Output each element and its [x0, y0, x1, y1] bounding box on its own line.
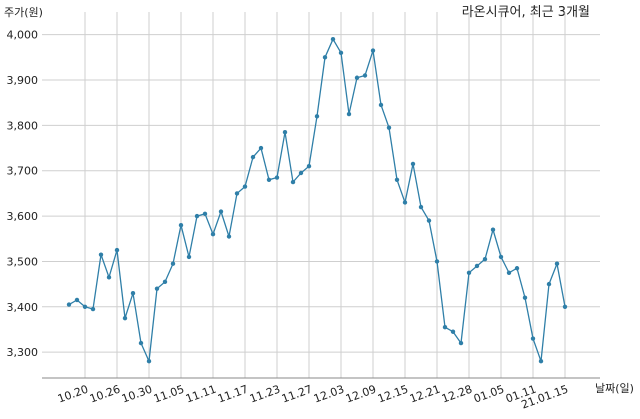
point: [346, 111, 352, 117]
point: [378, 102, 384, 108]
point: [458, 340, 464, 346]
x-axis-label: 날짜(일): [595, 381, 634, 395]
x-tick-label: 01.05: [472, 383, 506, 406]
point: [146, 359, 152, 364]
point: [282, 129, 288, 135]
x-tick-label: 11.23: [248, 383, 282, 406]
point: [154, 286, 160, 291]
y-tick-label: 3,900: [7, 74, 39, 87]
point: [106, 275, 112, 280]
x-tick-label: 12.03: [312, 383, 346, 406]
point: [274, 175, 280, 180]
point: [442, 325, 448, 330]
x-tick-label: 10.26: [88, 383, 122, 406]
point: [82, 304, 88, 309]
x-tick-label: 10.20: [56, 383, 90, 406]
point: [290, 179, 296, 185]
point: [210, 232, 216, 237]
point: [474, 263, 480, 269]
point: [450, 329, 456, 334]
point: [170, 261, 176, 266]
y-tick-label: 4,000: [7, 29, 39, 42]
point: [370, 48, 376, 53]
point: [394, 177, 400, 183]
point: [410, 161, 416, 167]
y-tick-label: 3,300: [7, 346, 39, 359]
line: [68, 37, 566, 364]
point: [250, 154, 256, 160]
x-tick-label: 10.30: [120, 383, 154, 406]
point: [434, 259, 440, 264]
point: [226, 234, 232, 239]
point: [98, 252, 104, 257]
point: [338, 50, 344, 56]
x-tick-label: 11.11: [184, 383, 218, 406]
point: [530, 336, 536, 341]
x-tick-label: 11.05: [152, 383, 186, 406]
point: [258, 145, 264, 151]
point: [402, 200, 408, 205]
point: [218, 209, 224, 214]
point: [242, 184, 248, 189]
point: [234, 191, 240, 196]
x-tick-label: 11.17: [216, 383, 250, 406]
point: [74, 297, 80, 303]
y-tick-label: 3,600: [7, 210, 39, 223]
point: [386, 125, 392, 130]
point: [426, 218, 432, 223]
x-tick-label: 12.21: [408, 383, 442, 406]
x-tick-label: 11.27: [280, 383, 314, 406]
x-tick-label: 12.09: [344, 383, 378, 406]
point: [482, 256, 488, 262]
point: [466, 270, 472, 275]
point: [186, 254, 192, 260]
chart-title: 라온시큐어, 최근 3개월: [462, 5, 590, 20]
point: [362, 73, 368, 78]
point: [506, 270, 512, 275]
point: [554, 261, 560, 266]
point: [514, 266, 520, 271]
point: [314, 114, 320, 119]
point: [538, 359, 544, 364]
point: [490, 227, 496, 232]
point: [330, 37, 336, 42]
point: [562, 304, 568, 309]
x-tick-label: 12.15: [376, 383, 410, 406]
point: [202, 211, 208, 217]
point: [266, 177, 272, 183]
point: [66, 302, 72, 307]
y-axis-label: 주가(원): [4, 6, 43, 19]
point: [138, 340, 144, 346]
y-tick-label: 3,500: [7, 255, 39, 268]
point: [122, 315, 128, 321]
point: [322, 55, 328, 60]
y-tick-label: 3,700: [7, 165, 39, 178]
point: [90, 306, 96, 312]
point: [498, 254, 504, 260]
point: [546, 281, 552, 287]
point: [194, 213, 200, 219]
point: [522, 295, 528, 300]
point: [114, 247, 120, 253]
point: [298, 170, 304, 176]
y-tick-label: 3,800: [7, 119, 39, 132]
point: [130, 290, 136, 296]
point: [178, 222, 184, 228]
point: [354, 75, 360, 80]
point: [162, 279, 168, 285]
point: [306, 164, 312, 169]
x-tick-label: 12.28: [440, 383, 474, 406]
point: [418, 204, 424, 210]
y-tick-label: 3,400: [7, 301, 39, 314]
